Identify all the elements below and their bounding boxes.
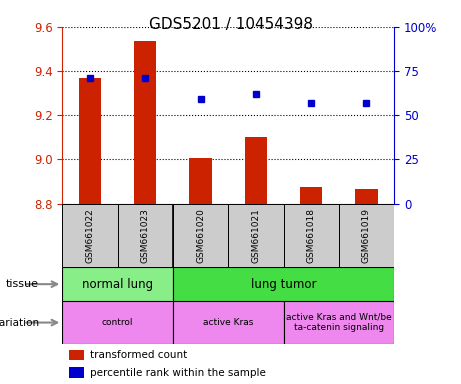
Bar [118, 204, 173, 267]
Text: active Kras: active Kras [203, 318, 254, 327]
Bar [62, 267, 173, 301]
Text: GSM661018: GSM661018 [307, 208, 316, 263]
Bar [189, 158, 212, 204]
Text: tissue: tissue [6, 279, 39, 289]
Bar [134, 41, 156, 204]
Text: normal lung: normal lung [82, 278, 153, 291]
Bar [173, 267, 394, 301]
Bar [79, 78, 101, 204]
Text: lung tumor: lung tumor [251, 278, 316, 291]
Text: active Kras and Wnt/be
ta-catenin signaling: active Kras and Wnt/be ta-catenin signal… [286, 313, 392, 332]
Bar [69, 350, 84, 360]
Bar [62, 301, 173, 344]
Text: percentile rank within the sample: percentile rank within the sample [90, 368, 266, 378]
Bar [173, 301, 284, 344]
Text: GDS5201 / 10454398: GDS5201 / 10454398 [148, 17, 313, 32]
Bar [245, 137, 267, 204]
Bar [300, 187, 322, 204]
Text: GSM661021: GSM661021 [251, 208, 260, 263]
Bar [62, 204, 118, 267]
Text: control: control [102, 318, 133, 327]
Text: transformed count: transformed count [90, 350, 188, 360]
Bar [339, 204, 394, 267]
Bar [228, 204, 284, 267]
Text: genotype/variation: genotype/variation [0, 318, 39, 328]
Text: GSM661020: GSM661020 [196, 208, 205, 263]
Bar [284, 301, 394, 344]
Text: GSM661019: GSM661019 [362, 208, 371, 263]
Text: GSM661022: GSM661022 [85, 208, 95, 263]
Text: GSM661023: GSM661023 [141, 208, 150, 263]
Bar [355, 189, 378, 204]
Bar [173, 204, 228, 267]
Bar [284, 204, 339, 267]
Bar [69, 367, 84, 378]
